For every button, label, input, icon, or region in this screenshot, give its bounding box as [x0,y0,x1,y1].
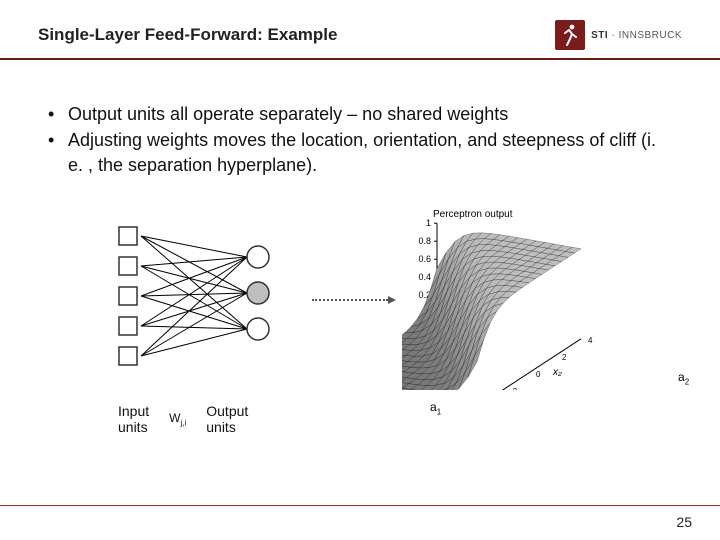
svg-text:x₂: x₂ [552,367,562,378]
svg-text:0: 0 [536,370,541,379]
page-title: Single-Layer Feed-Forward: Example [38,25,337,45]
diagram-legend: Input units Wj,i Output units [48,403,672,435]
page-number: 25 [676,514,692,530]
logo-text: STI · INNSBRUCK [591,30,682,41]
brand-logo: STI · INNSBRUCK [555,20,682,50]
axis-label-a2: a2 [678,370,689,386]
svg-text:4: 4 [588,336,593,345]
output-units-label: Output units [206,403,248,435]
plot-svg: 10.80.60.40.20Perceptron output-4-2024x₁… [402,205,672,390]
svg-text:0.4: 0.4 [418,272,431,282]
neural-net-diagram [108,217,298,382]
input-units-label: Input units [118,403,149,435]
footer-rule [0,505,720,506]
perceptron-surface-plot: 10.80.60.40.20Perceptron output-4-2024x₁… [402,205,672,395]
svg-text:1: 1 [426,218,431,228]
svg-text:0.8: 0.8 [418,236,431,246]
header-rule [0,58,720,60]
svg-text:Perceptron output: Perceptron output [433,209,513,220]
svg-text:0.6: 0.6 [418,254,431,264]
nn-svg [108,217,298,377]
weight-label: Wj,i [169,411,186,427]
svg-text:2: 2 [562,353,567,362]
bullet-list: Output units all operate separately – no… [48,102,672,177]
dotted-arrow [312,299,388,301]
logo-mark [555,20,585,50]
running-figure-icon [561,23,579,47]
bullet-item: Output units all operate separately – no… [48,102,672,126]
svg-text:-2: -2 [510,387,518,390]
axis-label-a1: a1 [430,400,441,416]
bullet-item: Adjusting weights moves the location, or… [48,128,672,177]
